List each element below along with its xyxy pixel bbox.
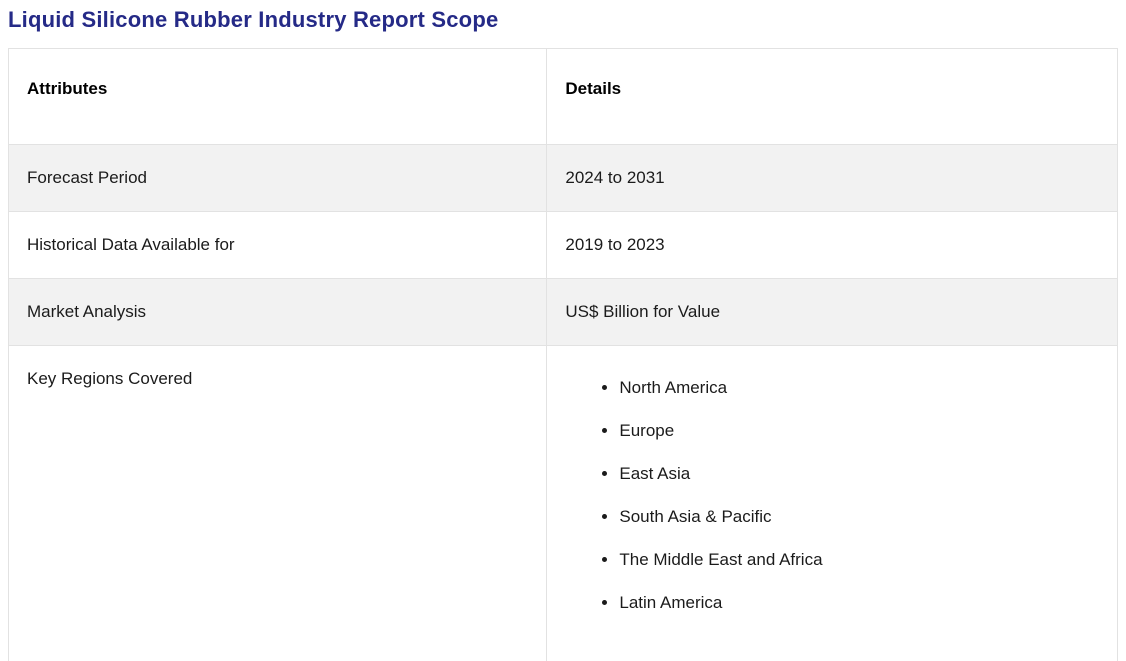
detail-cell: North America Europe East Asia South Asi… (546, 346, 1117, 661)
region-list-item: South Asia & Pacific (619, 504, 1099, 530)
region-list-item: Europe (619, 418, 1099, 444)
detail-cell: 2019 to 2023 (546, 212, 1117, 278)
region-list-item: The Middle East and Africa (619, 547, 1099, 573)
report-scope-table: Attributes Details Forecast Period 2024 … (8, 48, 1118, 661)
detail-cell: 2024 to 2031 (546, 145, 1117, 211)
attribute-cell: Forecast Period (27, 168, 147, 187)
attribute-cell: Market Analysis (27, 302, 147, 321)
detail-cell: US$ Billion for Value (546, 279, 1117, 345)
table-row-historical-data: Historical Data Available for 2019 to 20… (9, 212, 1117, 279)
table-row-market-analysis: Market Analysis US$ Billion for Value (9, 279, 1117, 346)
column-header-attributes: Attributes (27, 79, 108, 98)
column-header-details: Details (546, 49, 1117, 144)
table-header-row: Attributes Details (9, 49, 1117, 145)
attribute-cell: Key Regions Covered (27, 369, 193, 388)
region-list-item: Latin America (619, 590, 1099, 616)
table-row-key-regions: Key Regions Covered North America Europe… (9, 346, 1117, 661)
page-title: Liquid Silicone Rubber Industry Report S… (8, 7, 499, 32)
attribute-cell: Historical Data Available for (27, 235, 235, 254)
region-list-item: North America (619, 375, 1099, 401)
region-list-item: East Asia (619, 461, 1099, 487)
key-regions-list: North America Europe East Asia South Asi… (565, 375, 1099, 616)
table-row-forecast-period: Forecast Period 2024 to 2031 (9, 145, 1117, 212)
